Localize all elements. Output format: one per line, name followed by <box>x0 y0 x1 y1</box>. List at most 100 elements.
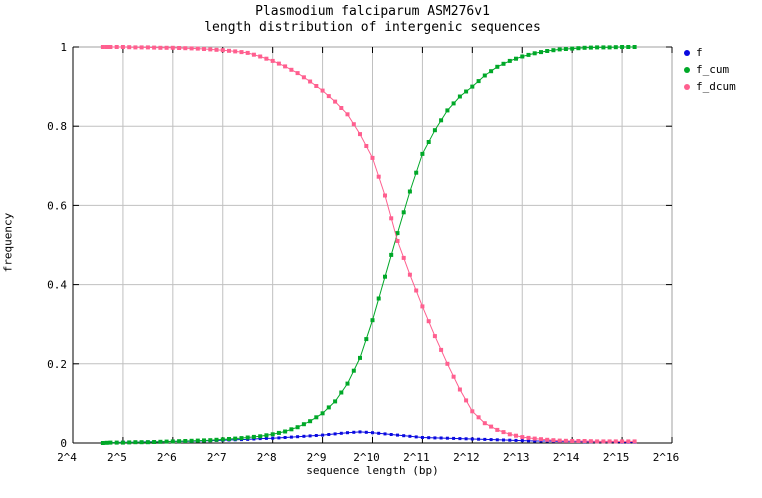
data-point-f_cum <box>389 252 394 257</box>
chart-subtitle: length distribution of intergenic sequen… <box>204 20 541 35</box>
data-point-f_cum <box>120 440 125 445</box>
data-point-f <box>264 436 268 440</box>
data-point-f <box>508 438 512 442</box>
data-point-f_cum <box>620 45 625 49</box>
data-point-f_cum <box>127 440 132 445</box>
data-point-f_cum <box>476 79 481 84</box>
data-point-f <box>527 439 530 443</box>
data-point-f_cum <box>545 49 550 53</box>
x-tick-label: 2^14 <box>553 451 580 464</box>
data-point-f_dcum <box>507 432 512 437</box>
data-point-f_cum <box>320 411 325 416</box>
data-point-f_dcum <box>551 438 556 443</box>
data-point-f <box>402 434 406 438</box>
data-point-f_dcum <box>576 439 581 443</box>
data-point-f_dcum <box>476 415 481 420</box>
data-point-f_cum <box>227 437 231 441</box>
data-point-f_dcum <box>333 99 338 104</box>
x-tick-label: 2^8 <box>257 451 277 464</box>
data-point-f_cum <box>383 274 387 279</box>
data-point-f_cum <box>426 140 431 144</box>
data-point-f_dcum <box>414 288 419 293</box>
data-point-f_cum <box>114 440 119 445</box>
data-point-f_cum <box>582 45 587 50</box>
data-point-f_dcum <box>108 45 113 49</box>
data-point-f_cum <box>295 425 300 430</box>
data-point-f <box>389 433 393 436</box>
data-point-f_cum <box>345 381 350 386</box>
x-tick-label: 2^12 <box>453 451 480 464</box>
data-point-f <box>458 437 462 441</box>
data-point-f_dcum <box>426 319 431 324</box>
data-point-f_dcum <box>482 421 487 426</box>
data-point-f_cum <box>451 101 456 106</box>
data-point-f_dcum <box>251 52 256 57</box>
data-point-f <box>464 437 468 441</box>
data-point-f_cum <box>220 437 225 442</box>
data-point-f_dcum <box>301 75 306 80</box>
data-point-f_dcum <box>439 347 444 352</box>
data-point-f <box>321 433 325 437</box>
data-point-f_cum <box>258 434 263 439</box>
data-point-f_dcum <box>320 88 325 93</box>
legend-entry-f-dcum: f_dcum <box>680 78 736 95</box>
data-point-f_dcum <box>120 45 125 49</box>
data-point-f_dcum <box>345 112 350 117</box>
data-point-f_dcum <box>570 439 575 443</box>
data-point-f_cum <box>370 318 375 323</box>
data-point-f_cum <box>526 52 531 57</box>
data-point-f_cum <box>520 54 525 59</box>
data-point-f <box>271 436 275 440</box>
x-tick-label: 2^4 <box>57 451 77 464</box>
data-point-f_cum <box>395 231 400 236</box>
data-point-f_dcum <box>395 239 400 243</box>
data-point-f_cum <box>333 399 338 404</box>
data-point-f <box>414 435 418 439</box>
data-point-f_cum <box>432 128 437 133</box>
data-point-f <box>277 436 281 440</box>
data-point-f_dcum <box>376 174 381 179</box>
data-point-f_dcum <box>152 45 157 50</box>
data-point-f_dcum <box>339 106 344 110</box>
data-point-f <box>420 436 424 439</box>
x-tick-label: 2^13 <box>503 451 530 464</box>
data-point-f_cum <box>308 419 313 424</box>
x-tick-label: 2^15 <box>603 451 630 464</box>
data-point-f_dcum <box>170 45 175 50</box>
data-point-f_dcum <box>295 71 300 76</box>
data-point-f_dcum <box>100 45 105 49</box>
data-point-f_dcum <box>264 56 269 61</box>
data-point-f_dcum <box>258 54 263 59</box>
data-point-f_dcum <box>457 387 462 392</box>
data-point-f <box>327 433 331 436</box>
x-tick-label: 2^9 <box>307 451 327 464</box>
data-point-f_dcum <box>401 255 406 260</box>
data-point-f_dcum <box>183 46 188 51</box>
series-markers-f_dcum <box>100 45 637 444</box>
data-point-f_cum <box>445 108 450 113</box>
x-tick-label: 2^11 <box>403 451 430 464</box>
data-point-f_cum <box>482 73 487 78</box>
data-point-f <box>252 437 256 441</box>
x-tick-label: 2^5 <box>107 451 127 464</box>
data-point-f_dcum <box>613 439 618 444</box>
data-point-f_cum <box>189 438 194 443</box>
data-point-f_dcum <box>208 47 213 52</box>
data-point-f_dcum <box>514 433 518 438</box>
data-point-f_cum <box>607 45 612 50</box>
data-point-f_dcum <box>270 58 275 63</box>
data-point-f_dcum <box>283 64 288 69</box>
legend-label-f: f <box>696 46 703 59</box>
data-point-f_dcum <box>607 439 612 444</box>
data-point-f_cum <box>457 94 462 99</box>
data-point-f_dcum <box>620 439 625 444</box>
data-point-f_cum <box>170 439 175 444</box>
data-point-f_dcum <box>601 439 606 444</box>
data-point-f_dcum <box>532 436 537 441</box>
data-point-f_cum <box>407 189 412 194</box>
data-point-f_cum <box>245 435 250 440</box>
data-point-f_dcum <box>358 132 362 137</box>
data-point-f <box>445 436 449 440</box>
data-point-f_cum <box>339 390 344 395</box>
